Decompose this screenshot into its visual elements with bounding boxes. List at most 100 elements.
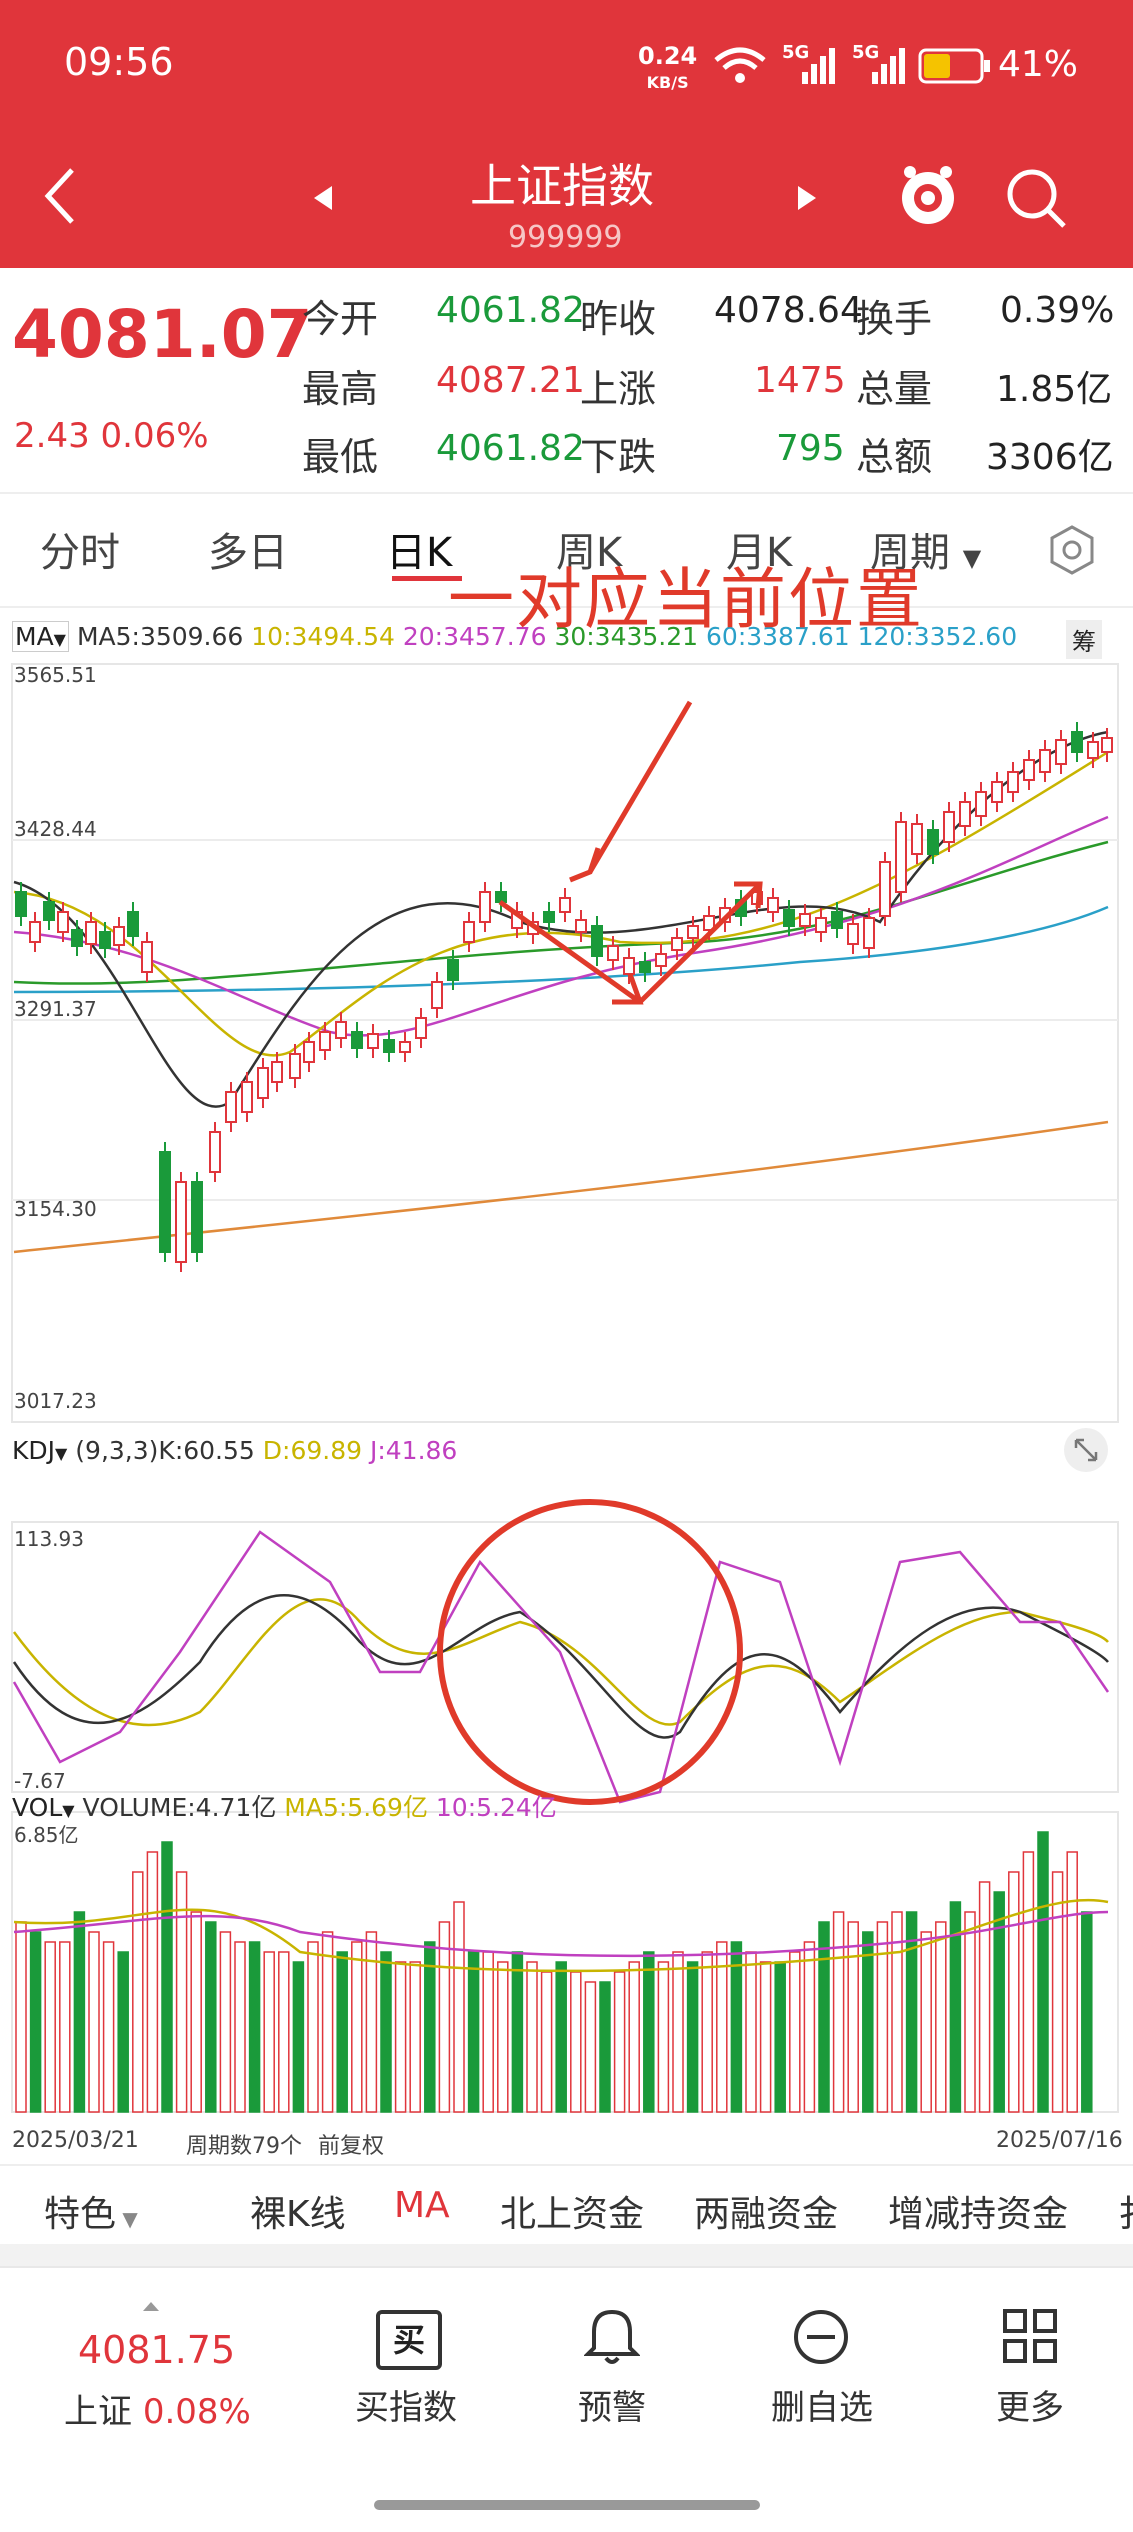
candle-body [289, 1053, 301, 1079]
volume-bar [1066, 1851, 1078, 2113]
signal-icon [802, 48, 835, 84]
kline-chart[interactable]: 3565.51 3428.44 3291.37 3154.30 3017.23 113.9… [0, 662, 1133, 2162]
candle-body [895, 821, 907, 893]
candle-body [57, 911, 69, 933]
volume-bar [292, 1961, 305, 2113]
alert-button[interactable]: 预警 [578, 2388, 646, 2428]
mascot-icon[interactable] [896, 160, 960, 230]
value-down: 795 [776, 428, 845, 469]
volume-bar [467, 1951, 480, 2113]
tab-period[interactable]: 周期 ▼ [870, 530, 982, 576]
buy-index-button[interactable]: 买指数 [355, 2388, 457, 2428]
tab-intraday[interactable]: 分时 [40, 530, 120, 576]
feature-northbound[interactable]: 北上资金 [500, 2194, 645, 2235]
signal-label-1: 5G [782, 42, 810, 63]
kdj-k-line [12, 1593, 1109, 1739]
volume-bar [117, 1951, 129, 2113]
vol-ma10: 10:5.24亿 [435, 1793, 557, 1822]
kdj-selector[interactable]: KDJ▼ [12, 1436, 68, 1465]
volume-bar [263, 1951, 275, 2113]
tab-multiday[interactable]: 多日 [208, 530, 288, 576]
ma5-value: MA5:3509.66 [76, 622, 244, 651]
vol-axis-top: 6.85亿 [14, 1823, 79, 1847]
candle-body [815, 917, 827, 933]
volume-bar [219, 1931, 232, 2113]
arrow-right-down-line [498, 899, 642, 1005]
candle-body [863, 917, 875, 949]
kdj-d: D:69.89 [262, 1436, 363, 1465]
volume-bar [978, 1881, 991, 2113]
volume-bar [190, 1911, 202, 2113]
tab-monthly-k[interactable]: 月K [726, 530, 793, 576]
volume-bar [351, 1941, 363, 2113]
next-stock-icon[interactable] [796, 184, 818, 212]
volume-bar [745, 1951, 757, 2113]
candle-body [431, 981, 443, 1009]
feature-ma[interactable]: MA [394, 2185, 450, 2226]
candle-body [1007, 771, 1019, 793]
candle-body [1071, 731, 1083, 753]
prev-stock-icon[interactable] [312, 184, 334, 212]
candle-body [15, 891, 27, 917]
caret-up-icon [143, 2302, 159, 2311]
candle-body [911, 823, 923, 855]
label-prev: 昨收 [580, 297, 657, 341]
candle-body [463, 921, 475, 943]
back-icon[interactable] [40, 166, 80, 226]
volume-bar [672, 1951, 684, 2113]
volume-bar [1022, 1851, 1035, 2113]
grid-more-icon [1003, 2309, 1057, 2363]
vol-selector[interactable]: VOL▼ [12, 1793, 75, 1822]
candle-body [479, 891, 491, 923]
ma-selector[interactable]: MA▼ [12, 621, 69, 652]
stock-code: 999999 [508, 220, 623, 255]
candle-body [799, 913, 811, 927]
signal-label-2: 5G [852, 42, 880, 63]
candle-body [71, 929, 83, 947]
price-axis-label: 3291.37 [14, 997, 97, 1021]
remove-favorite-button[interactable]: 删自选 [771, 2388, 873, 2428]
tab-weekly-k[interactable]: 周K [556, 530, 623, 576]
value-turnover: 0.39% [1000, 290, 1115, 331]
volume-bar [278, 1951, 290, 2113]
candle-body [1087, 741, 1099, 759]
volume-bar [438, 1921, 451, 2113]
chips-button[interactable]: 筹 [1066, 620, 1102, 659]
candle-body [319, 1031, 331, 1051]
volume-bar [847, 1921, 859, 2113]
expand-icon[interactable] [1062, 1426, 1110, 1474]
signal-icon-2 [872, 48, 905, 84]
divider [0, 606, 1133, 608]
volume-bar [15, 1921, 27, 2113]
ma20-value: 20:3457.76 [402, 622, 547, 651]
vol-ma5: MA5:5.69亿 [284, 1793, 428, 1822]
candle-body [127, 911, 139, 937]
volume-bar [146, 1851, 159, 2113]
feature-special[interactable]: 特色 ▼ [44, 2194, 138, 2235]
feature-naked-k[interactable]: 裸K线 [250, 2194, 346, 2235]
adjust-mode: 前复权 [318, 2134, 385, 2159]
top-header: 09:56 0.24 KB/S 5G 5G 41% 上证指数 999999 [0, 0, 1133, 268]
arrow-down-line [587, 700, 693, 874]
settings-icon[interactable] [1046, 524, 1098, 576]
volume-bar [643, 1951, 655, 2113]
search-icon[interactable] [1004, 166, 1068, 230]
battery-percent: 41% [998, 44, 1079, 85]
vol-legend: VOL▼ VOLUME:4.71亿 MA5:5.69亿 10:5.24亿 [12, 1788, 557, 1824]
more-button[interactable]: 更多 [996, 2388, 1064, 2428]
feature-more[interactable]: 扌 [1118, 2185, 1133, 2237]
home-indicator [374, 2500, 760, 2510]
kdj-axis-bottom: -7.67 [14, 1769, 66, 1793]
feature-holdings[interactable]: 增减持资金 [888, 2194, 1069, 2235]
price-panel-frame [11, 663, 1119, 1423]
value-volume: 1.85亿 [996, 369, 1113, 410]
candle-body [335, 1021, 347, 1039]
buy-icon: 买 [376, 2310, 442, 2370]
tab-daily-k[interactable]: 日K [386, 530, 453, 576]
candle-body [1101, 737, 1113, 753]
candle-body [655, 953, 667, 967]
volume-bar [891, 1911, 903, 2113]
volume-bar [175, 1871, 188, 2113]
feature-margin[interactable]: 两融资金 [694, 2194, 839, 2235]
volume-bar [161, 1841, 173, 2113]
